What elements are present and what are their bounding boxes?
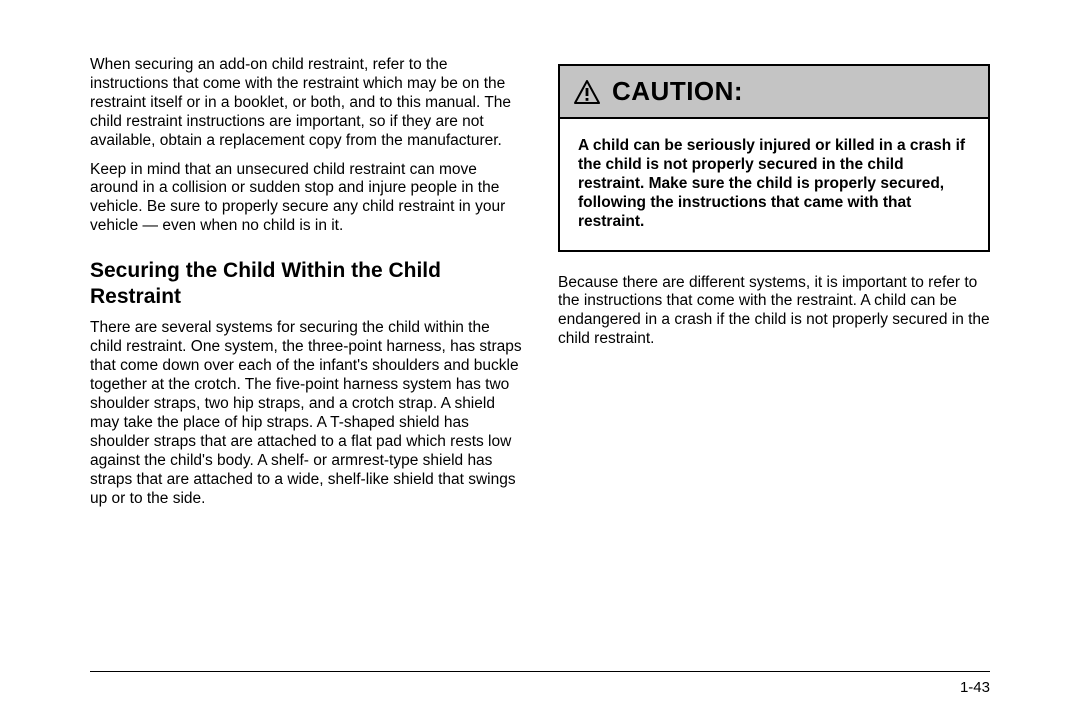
caution-box: CAUTION: A child can be seriously injure… — [558, 64, 990, 252]
right-column: CAUTION: A child can be seriously injure… — [558, 56, 990, 518]
page-number: 1-43 — [960, 679, 990, 696]
left-column: When securing an add-on child restraint,… — [90, 56, 522, 518]
body-paragraph: Keep in mind that an unsecured child res… — [90, 161, 522, 237]
caution-title: CAUTION: — [612, 76, 743, 107]
caution-body-text: A child can be seriously injured or kill… — [560, 119, 988, 250]
body-paragraph: When securing an add-on child restraint,… — [90, 56, 522, 151]
footer-rule — [90, 671, 990, 672]
manual-page: When securing an add-on child restraint,… — [0, 0, 1080, 720]
two-column-layout: When securing an add-on child restraint,… — [90, 56, 990, 518]
section-heading: Securing the Child Within the Child Rest… — [90, 258, 522, 309]
warning-triangle-icon — [574, 80, 600, 104]
body-paragraph: There are several systems for securing t… — [90, 319, 522, 508]
body-paragraph: Because there are different systems, it … — [558, 274, 990, 350]
caution-header: CAUTION: — [560, 66, 988, 119]
